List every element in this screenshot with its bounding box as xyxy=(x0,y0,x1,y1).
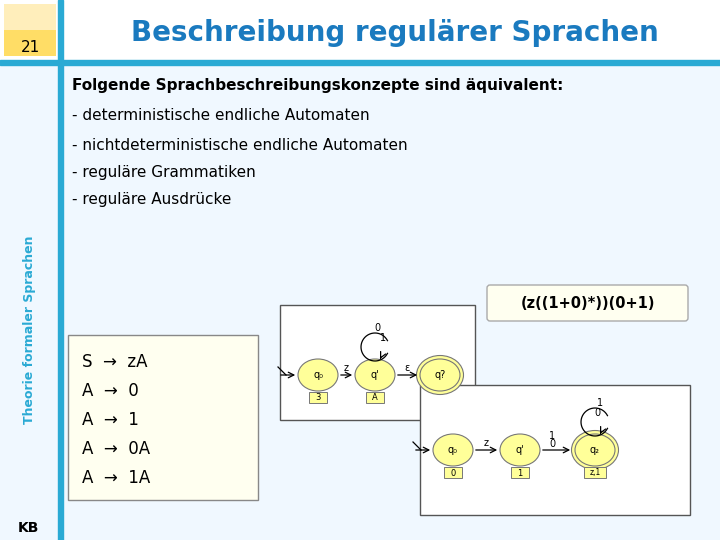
Text: 0: 0 xyxy=(374,323,380,333)
Text: 21: 21 xyxy=(20,39,40,55)
Text: - reguläre Grammatiken: - reguläre Grammatiken xyxy=(72,165,256,180)
Text: Theorie formaler Sprachen: Theorie formaler Sprachen xyxy=(24,236,37,424)
Text: - deterministische endliche Automaten: - deterministische endliche Automaten xyxy=(72,108,369,123)
Text: 1: 1 xyxy=(380,333,386,343)
Bar xyxy=(280,305,475,420)
Ellipse shape xyxy=(420,359,460,391)
Bar xyxy=(366,392,384,403)
Text: z: z xyxy=(484,438,489,448)
Text: 0: 0 xyxy=(549,439,555,449)
Text: A  →  1A: A → 1A xyxy=(82,469,150,487)
Text: 0: 0 xyxy=(594,408,600,418)
Ellipse shape xyxy=(575,434,615,466)
Bar xyxy=(511,467,529,478)
Text: 1: 1 xyxy=(518,469,523,477)
Bar xyxy=(68,335,258,500)
Bar xyxy=(444,467,462,478)
Ellipse shape xyxy=(416,355,464,395)
Text: Folgende Sprachbeschreibungskonzepte sind äquivalent:: Folgende Sprachbeschreibungskonzepte sin… xyxy=(72,78,563,93)
Ellipse shape xyxy=(298,359,338,391)
Text: A  →  0: A → 0 xyxy=(82,382,139,400)
Bar xyxy=(58,0,63,540)
Bar xyxy=(0,0,720,62)
Bar xyxy=(4,30,56,56)
Ellipse shape xyxy=(500,434,540,466)
Text: 3: 3 xyxy=(315,394,320,402)
Text: A  →  1: A → 1 xyxy=(82,411,139,429)
Text: q': q' xyxy=(516,445,524,455)
Text: z,1: z,1 xyxy=(590,469,600,477)
Text: q₀: q₀ xyxy=(448,445,458,455)
FancyBboxPatch shape xyxy=(487,285,688,321)
Text: z: z xyxy=(344,363,349,373)
Bar xyxy=(420,385,690,515)
Bar xyxy=(4,4,56,56)
Text: - nichtdeterministische endliche Automaten: - nichtdeterministische endliche Automat… xyxy=(72,138,408,153)
Text: q?: q? xyxy=(434,370,446,380)
Text: KB: KB xyxy=(18,521,40,535)
Text: 1: 1 xyxy=(549,431,555,441)
Text: q₂: q₂ xyxy=(590,445,600,455)
Text: Beschreibung regulärer Sprachen: Beschreibung regulärer Sprachen xyxy=(131,19,659,47)
Text: A: A xyxy=(372,394,378,402)
Bar xyxy=(584,467,606,478)
Text: q': q' xyxy=(371,370,379,380)
Text: 1: 1 xyxy=(597,398,603,408)
Ellipse shape xyxy=(355,359,395,391)
Bar xyxy=(0,60,720,65)
Text: ε: ε xyxy=(405,363,410,373)
Bar xyxy=(309,392,327,403)
Text: - reguläre Ausdrücke: - reguläre Ausdrücke xyxy=(72,192,231,207)
Ellipse shape xyxy=(433,434,473,466)
Ellipse shape xyxy=(572,430,618,469)
Text: S  →  zA: S → zA xyxy=(82,353,148,371)
Text: q₀: q₀ xyxy=(313,370,323,380)
Text: A  →  0A: A → 0A xyxy=(82,440,150,458)
Text: 0: 0 xyxy=(451,469,456,477)
Text: (z((1+0)*))(0+1): (z((1+0)*))(0+1) xyxy=(521,295,654,310)
